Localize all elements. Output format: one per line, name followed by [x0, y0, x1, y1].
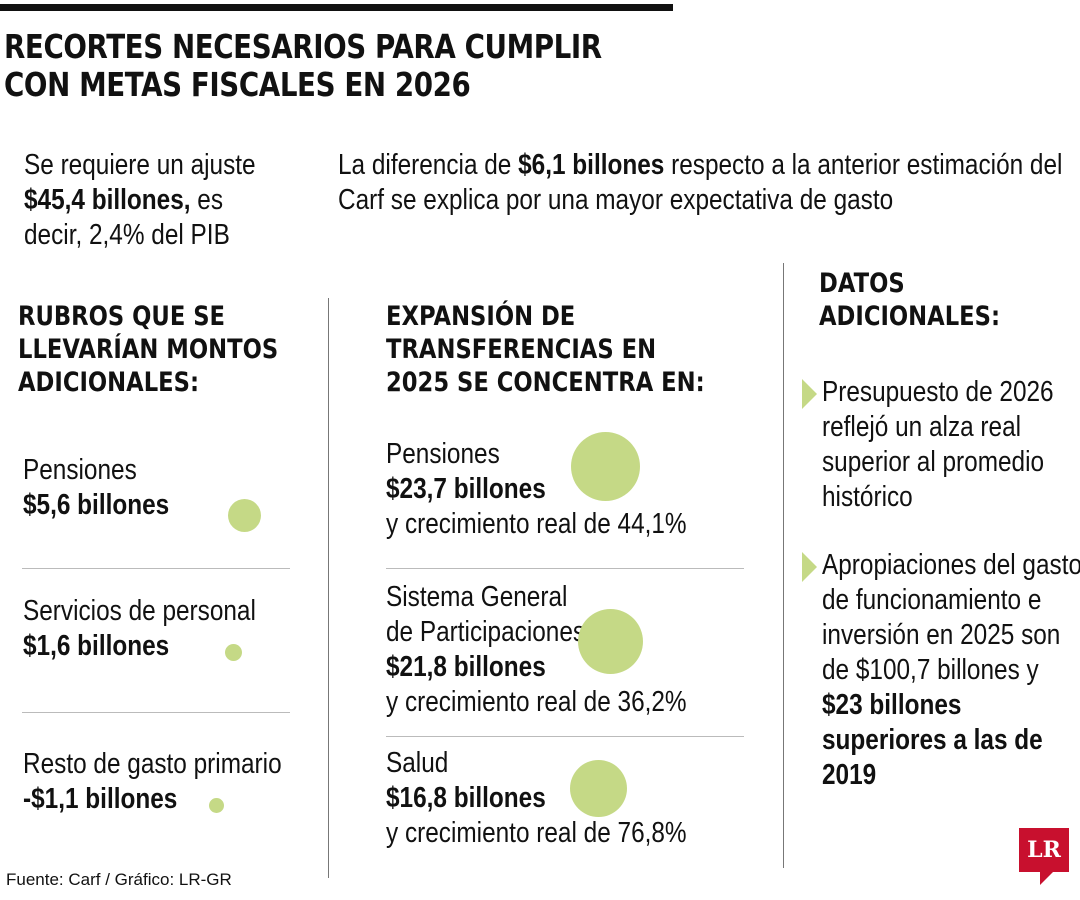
row-divider — [386, 568, 744, 569]
bubble-sgp — [578, 609, 643, 674]
row-divider — [386, 736, 744, 737]
col2-item-sgp: Sistema General de Participaciones $21,8… — [386, 581, 687, 718]
col3-heading: DATOS ADICIONALES: — [819, 268, 1001, 332]
row-divider — [22, 568, 290, 569]
top-rule — [0, 4, 673, 11]
bubble-pensiones-2025 — [571, 432, 640, 501]
bullet-arrow-icon — [802, 552, 817, 582]
col1-item-servicios: Servicios de personal $1,6 billones — [23, 595, 256, 662]
col2-item-salud: Salud $16,8 billones y crecimiento real … — [386, 747, 687, 849]
col1-heading: RUBROS QUE SE LLEVARÍAN MONTOS ADICIONAL… — [18, 301, 279, 398]
col2-heading: EXPANSIÓN DE TRANSFERENCIAS EN 2025 SE C… — [386, 301, 705, 398]
bubble-servicios — [225, 644, 242, 661]
intro-left: Se requiere un ajuste $45,4 billones, es… — [24, 149, 256, 251]
bullet-arrow-icon — [802, 379, 817, 409]
col2-item-pensiones: Pensiones $23,7 billones y crecimiento r… — [386, 438, 687, 540]
intro-right: La diferencia de $6,1 billones respecto … — [338, 149, 1063, 216]
bubble-pensiones — [228, 499, 261, 532]
col3-bullet-apropiaciones: Apropiaciones del gasto de funcionamient… — [822, 549, 1080, 791]
bubble-salud — [570, 760, 627, 817]
col1-item-pensiones: Pensiones $5,6 billones — [23, 454, 170, 521]
lr-logo: LR — [1019, 828, 1069, 872]
col3-bullet-presupuesto: Presupuesto de 2026 reflejó un alza real… — [822, 376, 1054, 513]
bubble-resto — [209, 798, 224, 813]
column-divider — [783, 263, 784, 868]
column-divider — [328, 298, 329, 878]
col1-item-resto: Resto de gasto primario -$1,1 billones — [23, 748, 282, 815]
lr-logo-tail — [1040, 871, 1054, 885]
source-credit: Fuente: Carf / Gráfico: LR-GR — [6, 870, 232, 889]
page-title: RECORTES NECESARIOS PARA CUMPLIR CON MET… — [4, 27, 602, 104]
row-divider — [22, 712, 290, 713]
